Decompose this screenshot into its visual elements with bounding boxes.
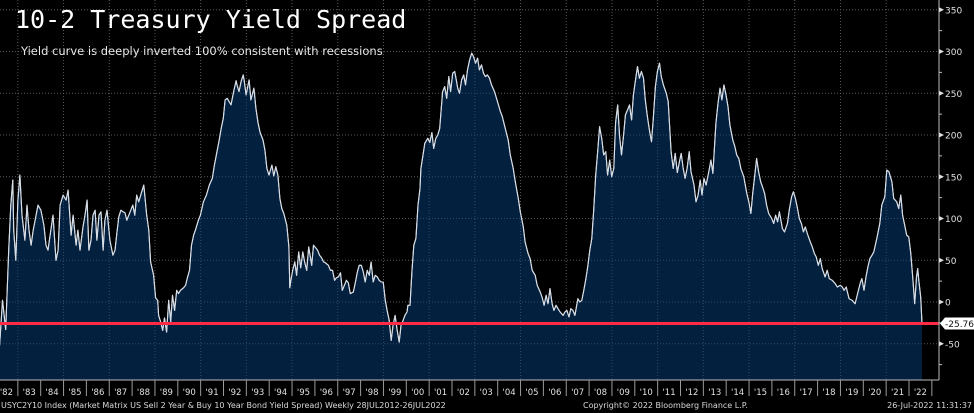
- y-tick-mark: [939, 174, 944, 180]
- chart-title: 10-2 Treasury Yield Spread: [15, 5, 407, 34]
- x-tick-label: '00: [411, 388, 424, 398]
- x-tick-label: '85: [68, 388, 81, 398]
- x-tick-label: '15: [754, 388, 767, 398]
- x-tick-label: '21: [891, 388, 904, 398]
- series-area: [0, 53, 922, 380]
- x-tick-label: '97: [343, 388, 356, 398]
- y-tick-label: 350: [945, 6, 962, 16]
- x-tick-label: '87: [114, 388, 127, 398]
- x-tick-label: '82: [0, 388, 13, 398]
- y-tick-label: 0: [945, 299, 951, 309]
- y-tick-mark: [939, 341, 944, 347]
- y-tick-label: 250: [945, 90, 962, 100]
- y-tick-label: 300: [945, 48, 962, 58]
- x-tick-label: '02: [457, 388, 470, 398]
- y-tick-mark: [939, 257, 944, 263]
- x-tick-label: '19: [845, 388, 858, 398]
- x-tick-label: '22: [914, 388, 927, 398]
- x-tick-label: '94: [274, 388, 287, 398]
- x-tick-label: '96: [320, 388, 333, 398]
- x-tick-label: '86: [91, 388, 104, 398]
- x-axis: '82 '83 '84 '85 '86 '87 '88 '89 '90 '91 '92 '93 '94 '…: [0, 379, 939, 398]
- x-tick-label: '92: [228, 388, 241, 398]
- y-tick-label: 100: [945, 215, 962, 225]
- x-tick-label: '07: [571, 388, 584, 398]
- source-note: USYC2Y10 Index (Market Matrix US Sell 2 …: [1, 401, 446, 410]
- y-tick-mark: [939, 132, 944, 138]
- y-tick-mark: [939, 49, 944, 54]
- x-tick-label: '93: [251, 388, 264, 398]
- last-value-badge: [940, 317, 974, 330]
- x-tick-label: '09: [617, 388, 630, 398]
- x-tick-label: '91: [205, 388, 218, 398]
- x-tick-label: '01: [434, 388, 447, 398]
- y-tick-label: 150: [945, 173, 962, 183]
- copyright-note: Copyright© 2022 Bloomberg Finance L.P.: [583, 401, 748, 410]
- last-value-label: -25.769: [945, 320, 974, 330]
- x-tick-label: '04: [503, 388, 516, 398]
- y-axis: 350 300 250 200 150 100 50 0 -50 -25.769: [938, 0, 974, 380]
- y-tick-label: 50: [945, 257, 957, 267]
- x-tick-label: '12: [685, 388, 698, 398]
- y-tick-label: 200: [945, 132, 962, 142]
- x-tick-label: '95: [297, 388, 310, 398]
- x-tick-label: '83: [23, 388, 36, 398]
- series-line-top: [0, 52, 923, 346]
- x-tick-label: '13: [708, 388, 721, 398]
- x-tick-label: '05: [525, 388, 538, 398]
- x-tick-label: '10: [640, 388, 653, 398]
- x-tick-label: '84: [46, 388, 59, 398]
- x-tick-label: '99: [388, 388, 401, 398]
- x-tick-label: '88: [137, 388, 150, 398]
- x-tick-label: '98: [365, 388, 378, 398]
- x-tick-label: '03: [480, 388, 493, 398]
- x-tick-label: '11: [662, 388, 675, 398]
- x-tick-label: '90: [183, 388, 196, 398]
- x-tick-label: '20: [868, 388, 881, 398]
- x-tick-label: '17: [800, 388, 813, 398]
- x-tick-label: '18: [822, 388, 835, 398]
- x-tick-label: '08: [594, 388, 607, 398]
- x-tick-label: '16: [777, 388, 790, 398]
- timestamp: 26-Jul-2022 11:31:37: [887, 401, 972, 410]
- x-tick-label: '14: [731, 388, 744, 398]
- x-tick-label: '89: [160, 388, 173, 398]
- y-tick-label: -50: [945, 340, 960, 350]
- y-tick-mark: [939, 90, 944, 96]
- x-tick-label: '06: [548, 388, 561, 398]
- y-tick-mark: [939, 7, 944, 13]
- chart-subtitle: Yield curve is deeply inverted 100% cons…: [21, 44, 383, 58]
- y-tick-mark: [939, 299, 944, 305]
- y-tick-mark: [939, 216, 944, 221]
